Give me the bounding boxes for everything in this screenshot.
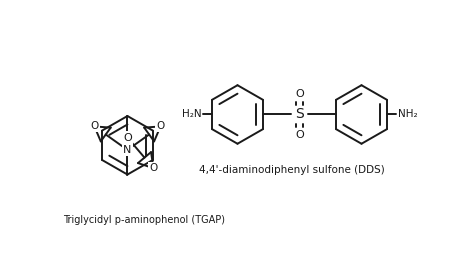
Text: O: O <box>295 129 304 139</box>
Text: NH₂: NH₂ <box>398 109 418 120</box>
Text: S: S <box>295 108 304 121</box>
Text: O: O <box>156 121 164 132</box>
Text: Triglycidyl p-aminophenol (TGAP): Triglycidyl p-aminophenol (TGAP) <box>63 215 225 225</box>
Text: O: O <box>149 163 158 173</box>
Text: N: N <box>123 145 132 155</box>
Text: O: O <box>90 121 99 132</box>
Text: O: O <box>123 133 132 143</box>
Text: H₂N: H₂N <box>182 109 201 120</box>
Text: 4,4'-diaminodiphenyl sulfone (DDS): 4,4'-diaminodiphenyl sulfone (DDS) <box>199 164 384 175</box>
Text: O: O <box>295 90 304 99</box>
